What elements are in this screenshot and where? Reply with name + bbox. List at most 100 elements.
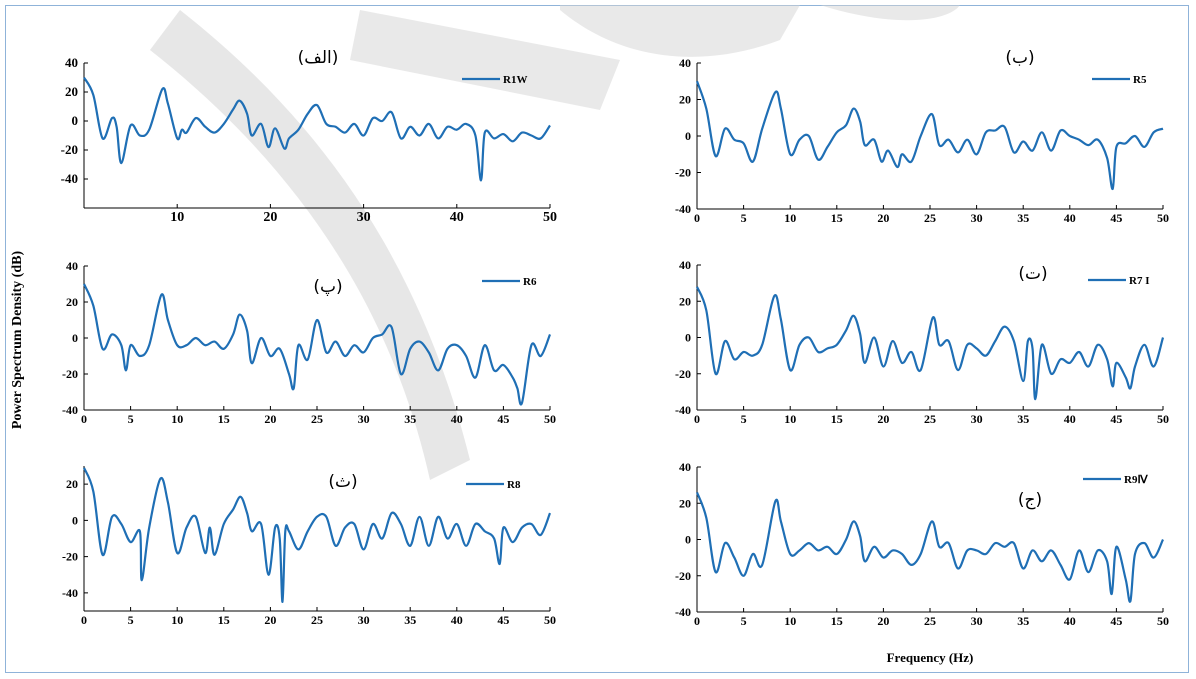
x-tick-label: 40	[1064, 412, 1076, 426]
figure-xlabel: Frequency (Hz)	[886, 650, 974, 665]
x-tick-label: 40	[1064, 614, 1076, 628]
x-tick-label: 45	[1110, 412, 1122, 426]
x-tick-label: 45	[497, 412, 509, 426]
x-tick-label: 30	[971, 412, 983, 426]
x-tick-label: 20	[877, 412, 889, 426]
x-tick-label: 0	[81, 412, 87, 426]
x-tick-label: 5	[741, 614, 747, 628]
series-line	[83, 76, 551, 182]
x-tick-label: 25	[924, 412, 936, 426]
x-tick-label: 30	[358, 613, 370, 627]
legend-label: R9Ⅳ	[1124, 474, 1148, 486]
y-tick-label: -40	[675, 605, 691, 619]
legend-label: R6	[523, 276, 537, 288]
x-tick-label: 15	[831, 412, 843, 426]
legend-label: R7 I	[1129, 275, 1149, 287]
y-tick-label: -20	[675, 367, 691, 381]
panel-label: (ث)	[328, 472, 357, 492]
y-tick-label: 20	[66, 477, 78, 491]
x-tick-label: 25	[924, 614, 936, 628]
series-line	[82, 467, 552, 604]
x-tick-label: 5	[128, 412, 134, 426]
x-tick-label: 45	[1110, 211, 1122, 225]
x-tick-label: 30	[357, 210, 371, 225]
x-tick-label: 30	[358, 412, 370, 426]
x-tick-label: 15	[831, 211, 843, 225]
y-tick-label: -20	[61, 142, 78, 157]
x-tick-label: 15	[831, 614, 843, 628]
y-tick-label: 20	[65, 84, 78, 99]
x-tick-label: 25	[311, 412, 323, 426]
y-tick-label: 20	[679, 294, 691, 308]
x-tick-label: 40	[451, 613, 463, 627]
series-line	[695, 491, 1164, 603]
y-tick-label: -20	[62, 550, 78, 564]
x-tick-label: 20	[264, 613, 276, 627]
legend-label: R5	[1133, 74, 1147, 86]
x-tick-label: 45	[497, 613, 509, 627]
x-tick-label: 10	[784, 614, 796, 628]
y-tick-label: 40	[66, 259, 78, 273]
x-tick-label: 50	[544, 412, 556, 426]
y-tick-label: 20	[679, 93, 691, 107]
x-tick-label: 30	[971, 211, 983, 225]
y-tick-label: 40	[679, 460, 691, 474]
x-tick-label: 45	[1110, 614, 1122, 628]
x-tick-label: 10	[170, 210, 184, 225]
y-tick-label: -20	[62, 367, 78, 381]
x-tick-label: 35	[404, 613, 416, 627]
y-tick-label: 0	[685, 129, 691, 143]
x-tick-label: 30	[971, 614, 983, 628]
panel-label: (ج)	[1018, 490, 1042, 510]
x-tick-label: 50	[1157, 614, 1169, 628]
x-tick-label: 10	[171, 613, 183, 627]
x-tick-label: 5	[741, 211, 747, 225]
x-tick-label: 0	[81, 613, 87, 627]
y-tick-label: -40	[675, 403, 691, 417]
y-tick-label: 0	[72, 331, 78, 345]
x-tick-label: 10	[784, 211, 796, 225]
series-line	[695, 80, 1164, 191]
y-tick-label: -20	[675, 166, 691, 180]
x-tick-label: 15	[218, 412, 230, 426]
y-tick-label: -40	[62, 586, 78, 600]
y-tick-label: 40	[679, 258, 691, 272]
x-tick-label: 15	[218, 613, 230, 627]
x-tick-label: 20	[263, 210, 277, 225]
panel-label: (ت)	[1018, 264, 1047, 284]
x-tick-label: 35	[404, 412, 416, 426]
panel-label: (الف)	[298, 48, 339, 68]
y-tick-label: 0	[685, 331, 691, 345]
x-tick-label: 40	[450, 210, 464, 225]
y-tick-label: -20	[675, 569, 691, 583]
x-tick-label: 25	[311, 613, 323, 627]
panel-label: (پ)	[313, 277, 342, 297]
y-tick-label: 40	[65, 55, 78, 70]
y-tick-label: 20	[66, 295, 78, 309]
x-tick-label: 25	[924, 211, 936, 225]
y-tick-label: 0	[72, 113, 79, 128]
y-tick-label: 0	[72, 513, 78, 527]
x-tick-label: 50	[543, 210, 557, 225]
x-tick-label: 5	[128, 613, 134, 627]
y-tick-label: 20	[679, 496, 691, 510]
x-tick-label: 0	[694, 412, 700, 426]
x-tick-label: 20	[264, 412, 276, 426]
series-line	[82, 283, 552, 406]
x-tick-label: 50	[1157, 412, 1169, 426]
x-tick-label: 50	[544, 613, 556, 627]
x-tick-label: 10	[784, 412, 796, 426]
x-tick-label: 35	[1017, 211, 1029, 225]
x-tick-label: 20	[877, 614, 889, 628]
x-tick-label: 40	[451, 412, 463, 426]
legend-label: R1W	[503, 74, 527, 86]
x-tick-label: 50	[1157, 211, 1169, 225]
y-tick-label: 40	[679, 56, 691, 70]
legend-label: R8	[507, 479, 521, 491]
